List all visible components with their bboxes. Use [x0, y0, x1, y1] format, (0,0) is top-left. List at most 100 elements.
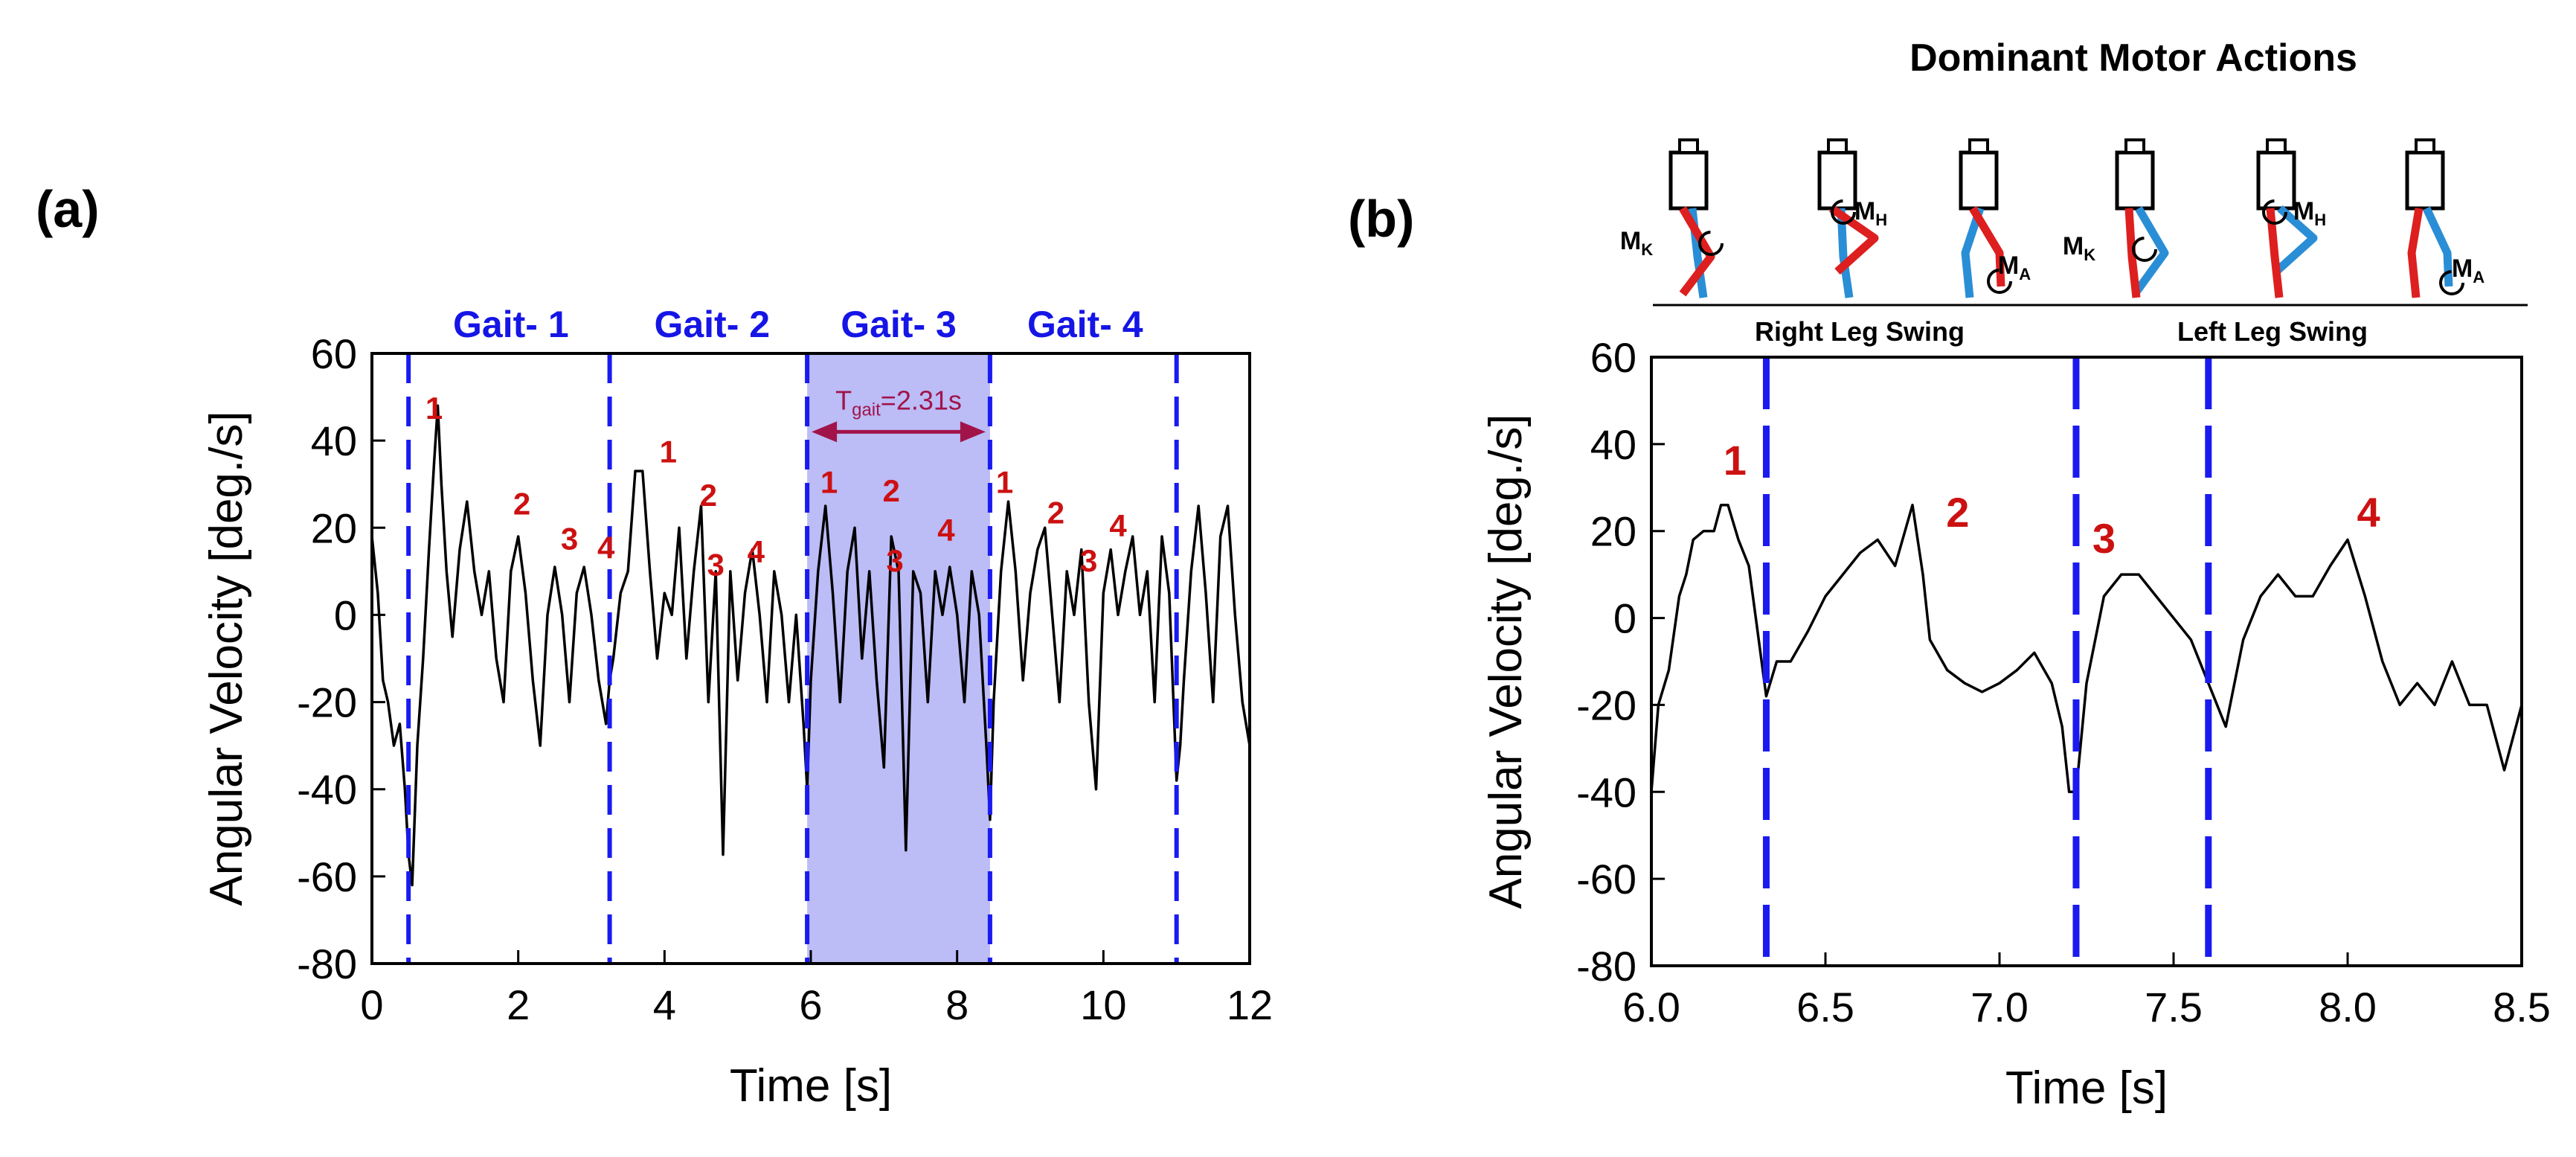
phase-number-label: 4 — [937, 513, 955, 548]
y-tick-label: 0 — [1613, 595, 1637, 642]
y-tick-label: 40 — [311, 417, 357, 464]
angular-velocity-line — [370, 404, 1251, 887]
x-tick-label: 12 — [1227, 981, 1273, 1028]
phase-number-label: 3 — [886, 543, 903, 578]
moment-arrow-icon — [1698, 231, 1724, 256]
tgait-arrow-right-head — [960, 421, 986, 443]
x-tick-label: 2 — [507, 981, 530, 1028]
phase-number-label: 2 — [700, 478, 717, 513]
phase-number-label: 3 — [2092, 515, 2116, 562]
y-tick-label: -80 — [297, 940, 357, 987]
phase-number-label: 4 — [1109, 508, 1127, 543]
tgait-arrow-left-head — [812, 421, 838, 443]
phase-number-label: 3 — [1080, 543, 1097, 578]
torso-box — [2256, 150, 2296, 211]
y-tick-label: -60 — [1576, 856, 1637, 903]
phase-number-label: 4 — [748, 534, 765, 569]
panel-a-label: (a) — [36, 180, 100, 238]
moment-arrow-icon — [2132, 237, 2157, 262]
panel-a-y-axis-label: Angular Velocity [deg./s] — [201, 411, 252, 906]
moment-arrow-icon — [1831, 199, 1856, 225]
phase-number-label: 2 — [1946, 489, 1969, 536]
gait-label: Gait- 4 — [1027, 304, 1143, 345]
stick-figure: MH — [1817, 138, 1887, 298]
left-leg — [2131, 206, 2169, 297]
stick-figure: MK — [2063, 138, 2169, 298]
phase-number-label: 1 — [820, 464, 838, 499]
phase-number-label: 3 — [561, 522, 578, 557]
moment-label: MH — [2293, 197, 2326, 229]
right-leg — [2124, 208, 2141, 298]
x-tick-label: 6.0 — [1622, 984, 1680, 1031]
moment-label: MA — [1998, 251, 2031, 283]
stick-figure: MA — [1959, 138, 2031, 298]
right-leg — [1969, 206, 2005, 287]
x-tick-label: 7.5 — [2145, 984, 2203, 1031]
tgait-label: Tgait=2.31s — [835, 385, 962, 420]
y-tick-label: 40 — [1590, 421, 1637, 468]
phase-number-label: 2 — [882, 473, 899, 508]
stick-figure: MA — [2405, 138, 2485, 298]
panel-a-plot-frame — [370, 352, 1251, 965]
x-tick-label: 0 — [360, 981, 383, 1028]
phase-number-label: 3 — [707, 548, 724, 583]
y-tick-label: 60 — [1590, 334, 1637, 381]
moment-arrow-icon — [2439, 270, 2464, 295]
y-tick-label: -40 — [297, 766, 357, 813]
phase-number-label: 4 — [2357, 489, 2380, 536]
phase-number-label: 4 — [597, 530, 615, 565]
right-leg — [2266, 208, 2284, 298]
head-box — [2124, 138, 2145, 154]
panel-b-x-axis-label: Time [s] — [2005, 1063, 2168, 1114]
left-leg — [2423, 206, 2453, 287]
panel-b-label: (b) — [1348, 190, 1414, 248]
head-box — [1678, 138, 1699, 154]
right-leg — [1828, 205, 1879, 275]
y-tick-label: -60 — [297, 853, 357, 900]
left-leg — [1961, 207, 1985, 298]
head-box — [1827, 138, 1848, 154]
right-leg — [1679, 206, 1715, 297]
moment-label: MK — [1620, 227, 1653, 259]
torso-box — [1668, 150, 1709, 211]
head-box — [1968, 138, 1989, 154]
head-box — [2415, 138, 2435, 154]
phase-number-label: 1 — [1724, 437, 1747, 484]
gait-label: Gait- 3 — [841, 304, 957, 345]
x-tick-label: 8.0 — [2319, 984, 2377, 1031]
gait-label: Gait- 1 — [453, 304, 569, 345]
x-tick-label: 4 — [653, 981, 676, 1028]
panel-b-plot-frame — [1650, 356, 2523, 967]
y-tick-label: -40 — [1576, 769, 1637, 815]
y-tick-label: 20 — [1590, 508, 1637, 555]
phase-number-label: 1 — [425, 391, 443, 426]
x-tick-label: 6 — [799, 981, 822, 1028]
moment-arrow-icon — [1987, 269, 2012, 294]
moment-label: MH — [1854, 197, 1887, 229]
right-leg — [2407, 208, 2424, 298]
phase-number-label: 1 — [660, 434, 677, 469]
stick-figure: MK — [1620, 138, 1724, 298]
panel-b-y-axis-label: Angular Velocity [deg./s] — [1480, 414, 1532, 908]
moment-arrow-icon — [2262, 199, 2287, 225]
phase-number-label: 1 — [996, 464, 1013, 499]
y-tick-label: -20 — [297, 679, 357, 726]
y-tick-label: 0 — [334, 592, 357, 638]
motor-actions-title: Dominant Motor Actions — [1909, 36, 2357, 80]
torso-box — [2405, 150, 2445, 211]
moment-label: MK — [2063, 232, 2095, 264]
x-tick-label: 10 — [1080, 981, 1126, 1028]
left-leg — [2273, 205, 2318, 275]
panel-a-x-axis-label: Time [s] — [730, 1060, 892, 1112]
gait-3-highlight — [807, 353, 990, 964]
panel-b: (b) Dominant Motor Actions MKMHMAMKMHMA … — [1348, 36, 2551, 1114]
y-tick-label: 20 — [311, 504, 357, 551]
phase-number-label: 2 — [1047, 495, 1064, 530]
angular-velocity-line — [1650, 503, 2523, 794]
torso-box — [2115, 150, 2155, 211]
y-tick-label: 60 — [311, 330, 357, 377]
y-tick-label: -20 — [1576, 682, 1637, 728]
x-tick-label: 6.5 — [1796, 984, 1854, 1031]
torso-box — [1817, 150, 1857, 211]
